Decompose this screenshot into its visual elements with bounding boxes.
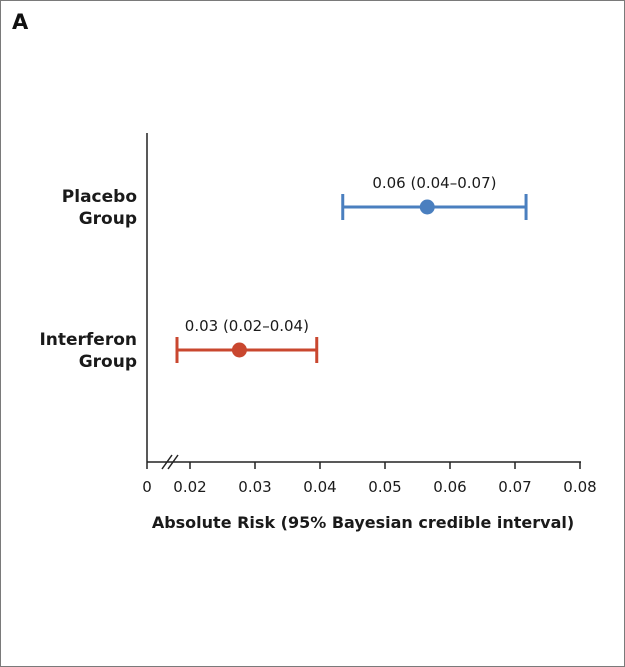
axis-break-mark bbox=[161, 454, 173, 470]
point-estimate bbox=[231, 342, 247, 358]
x-tick-label: 0.08 bbox=[563, 478, 596, 496]
x-tick-label: 0.03 bbox=[238, 478, 271, 496]
category-label: Group bbox=[79, 352, 137, 372]
x-axis-title: Absolute Risk (95% Bayesian credible int… bbox=[152, 513, 574, 532]
axes: 0 0.02 0.03 0.04 0.05 0.06 0.07 0.08 bbox=[142, 133, 597, 496]
data-label: 0.06 (0.04–0.07) bbox=[372, 174, 496, 192]
x-tick-label: 0.02 bbox=[173, 478, 206, 496]
panel-label: A bbox=[12, 10, 29, 34]
x-tick-label: 0.06 bbox=[433, 478, 466, 496]
category-label: Group bbox=[79, 209, 137, 229]
x-tick-label: 0.04 bbox=[303, 478, 336, 496]
x-tick-label: 0 bbox=[142, 478, 152, 496]
category-label: Interferon bbox=[39, 330, 137, 350]
axis-break-mark bbox=[167, 454, 179, 470]
category-label: Placebo bbox=[62, 187, 137, 207]
point-estimate bbox=[419, 199, 435, 215]
data-label: 0.03 (0.02–0.04) bbox=[185, 317, 309, 335]
x-tick-label: 0.07 bbox=[498, 478, 531, 496]
x-tick-label: 0.05 bbox=[368, 478, 401, 496]
plot-marks: 0.06 (0.04–0.07) 0.03 (0.02–0.04) bbox=[175, 174, 528, 363]
